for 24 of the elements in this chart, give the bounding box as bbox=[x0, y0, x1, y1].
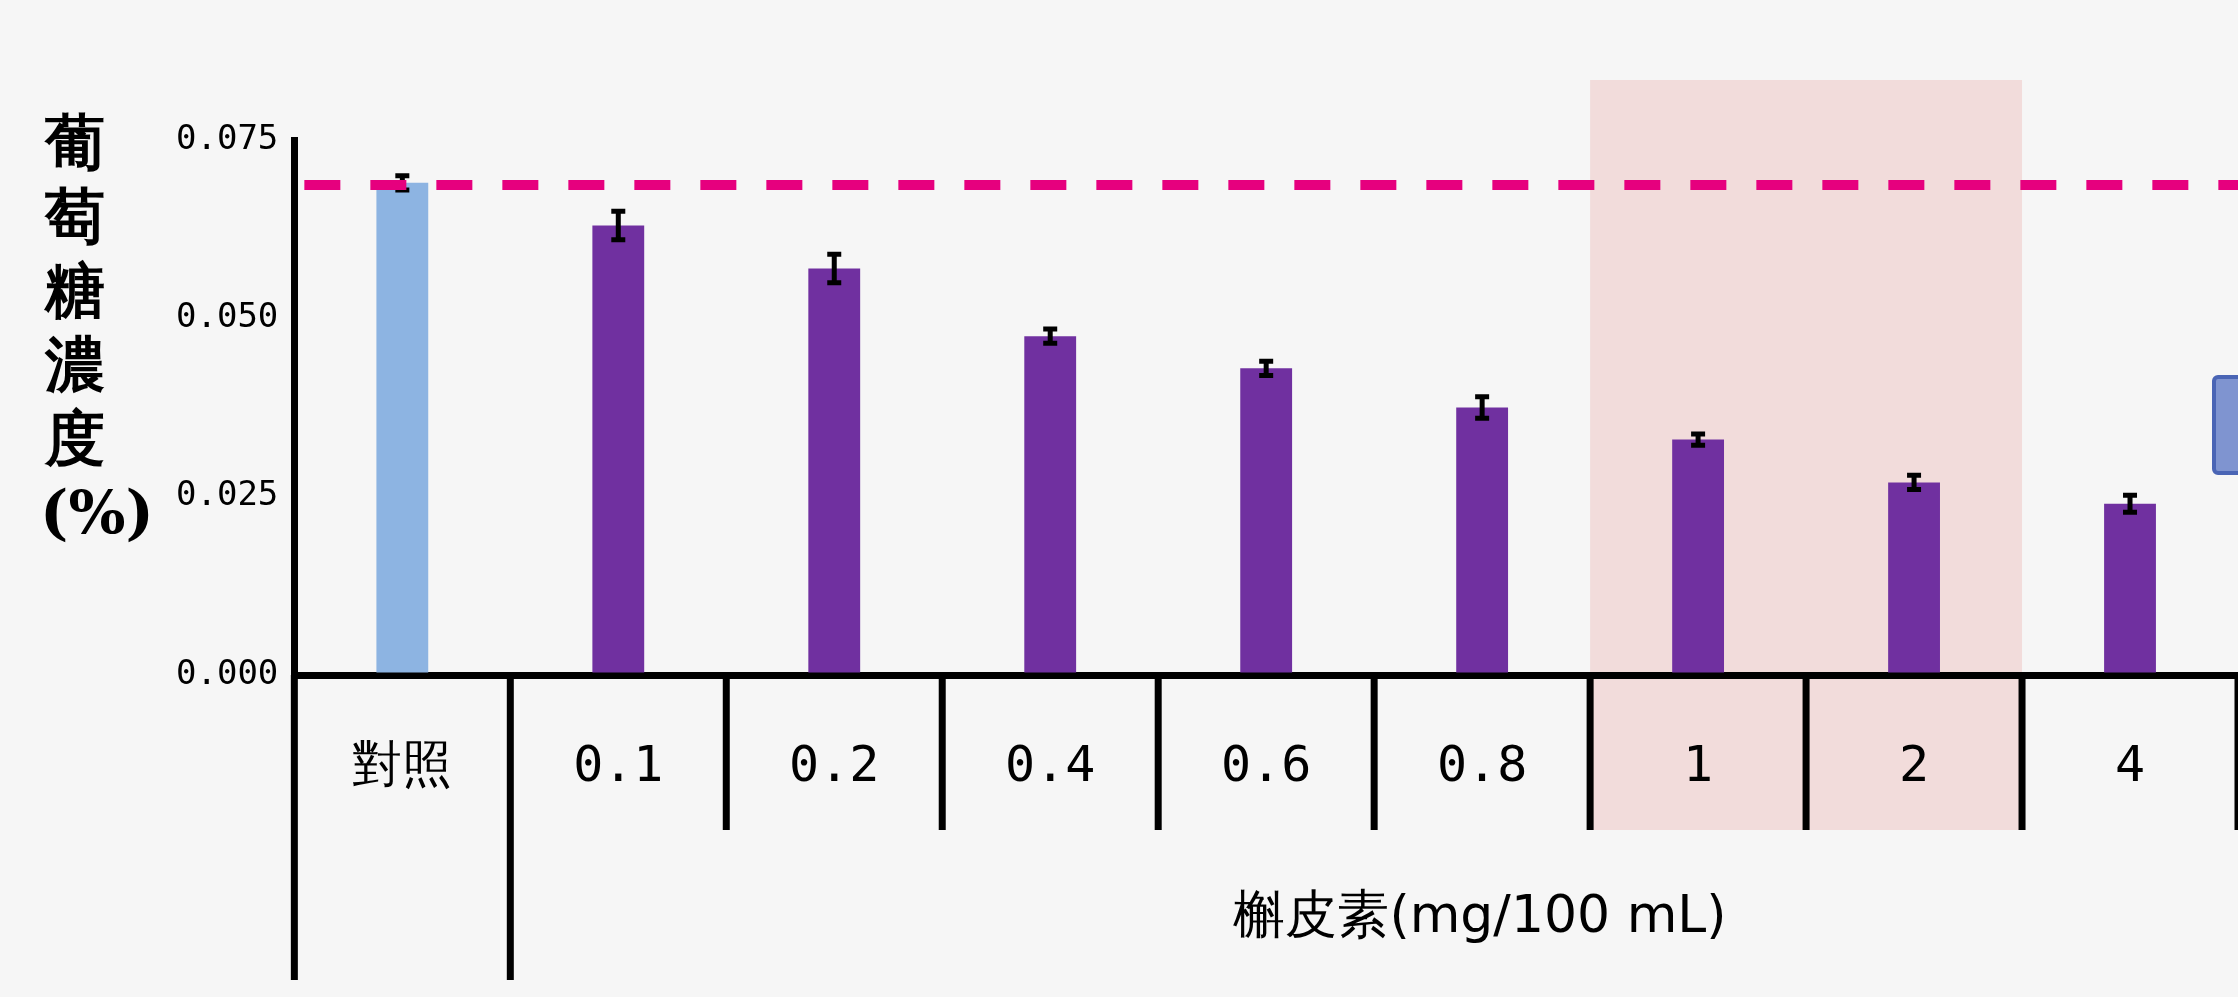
bar bbox=[1240, 368, 1293, 673]
bar bbox=[1456, 407, 1509, 673]
y-axis-title: 葡萄糖濃度(%) bbox=[40, 106, 154, 549]
x-tick-label: 4 bbox=[2114, 734, 2146, 793]
bar bbox=[1672, 439, 1725, 673]
x-tick-label: 2 bbox=[1899, 734, 1930, 793]
bar bbox=[808, 268, 861, 673]
y-tick-label: 0.050 bbox=[175, 295, 279, 336]
x-axis-title: 槲皮素(mg/100 mL) bbox=[1232, 883, 1728, 946]
bar bbox=[2104, 503, 2156, 673]
x-tick-label: 0.6 bbox=[1221, 734, 1312, 793]
x-tick-label: 對照 bbox=[352, 734, 453, 793]
x-tick-label: 0.1 bbox=[573, 734, 664, 793]
x-tick-label: 0.8 bbox=[1436, 734, 1528, 793]
bar bbox=[592, 225, 645, 673]
bar bbox=[1024, 336, 1077, 673]
y-tick-label: 0.075 bbox=[175, 116, 279, 157]
x-tick-label: 1 bbox=[1683, 734, 1714, 793]
y-tick-label: 0.000 bbox=[175, 651, 279, 692]
bar bbox=[376, 182, 429, 673]
x-tick-label: 0.4 bbox=[1005, 734, 1096, 793]
y-tick-label: 0.025 bbox=[175, 473, 279, 514]
x-tick-label: 0.2 bbox=[789, 734, 880, 793]
bar bbox=[1888, 482, 1940, 673]
